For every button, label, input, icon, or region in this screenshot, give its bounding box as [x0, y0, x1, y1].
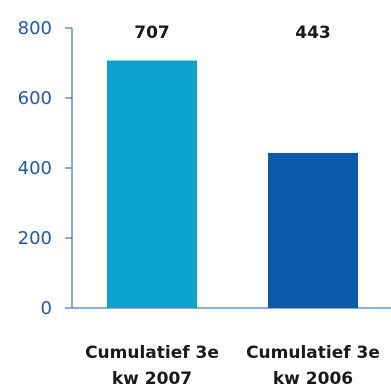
category-label: kw 2006 [273, 369, 353, 389]
bars [107, 60, 358, 308]
bar [268, 152, 358, 308]
category-label: Cumulatief 3e [246, 343, 380, 363]
y-tick-label: 600 [18, 88, 52, 109]
y-tick-label: 0 [41, 298, 52, 319]
axes: 0 200 400 600 800 [18, 18, 391, 319]
category-label: Cumulatief 3e [85, 343, 219, 363]
y-tick-label: 200 [18, 228, 52, 249]
data-label: 707 [134, 23, 170, 43]
category-label: kw 2007 [112, 369, 192, 389]
y-tick-label: 800 [18, 18, 52, 39]
data-label: 443 [295, 23, 331, 43]
bar [107, 60, 197, 308]
y-tick-label: 400 [18, 158, 52, 179]
labels: 707 Cumulatief 3e kw 2007 443 Cumulatief 3e k… [85, 23, 380, 389]
